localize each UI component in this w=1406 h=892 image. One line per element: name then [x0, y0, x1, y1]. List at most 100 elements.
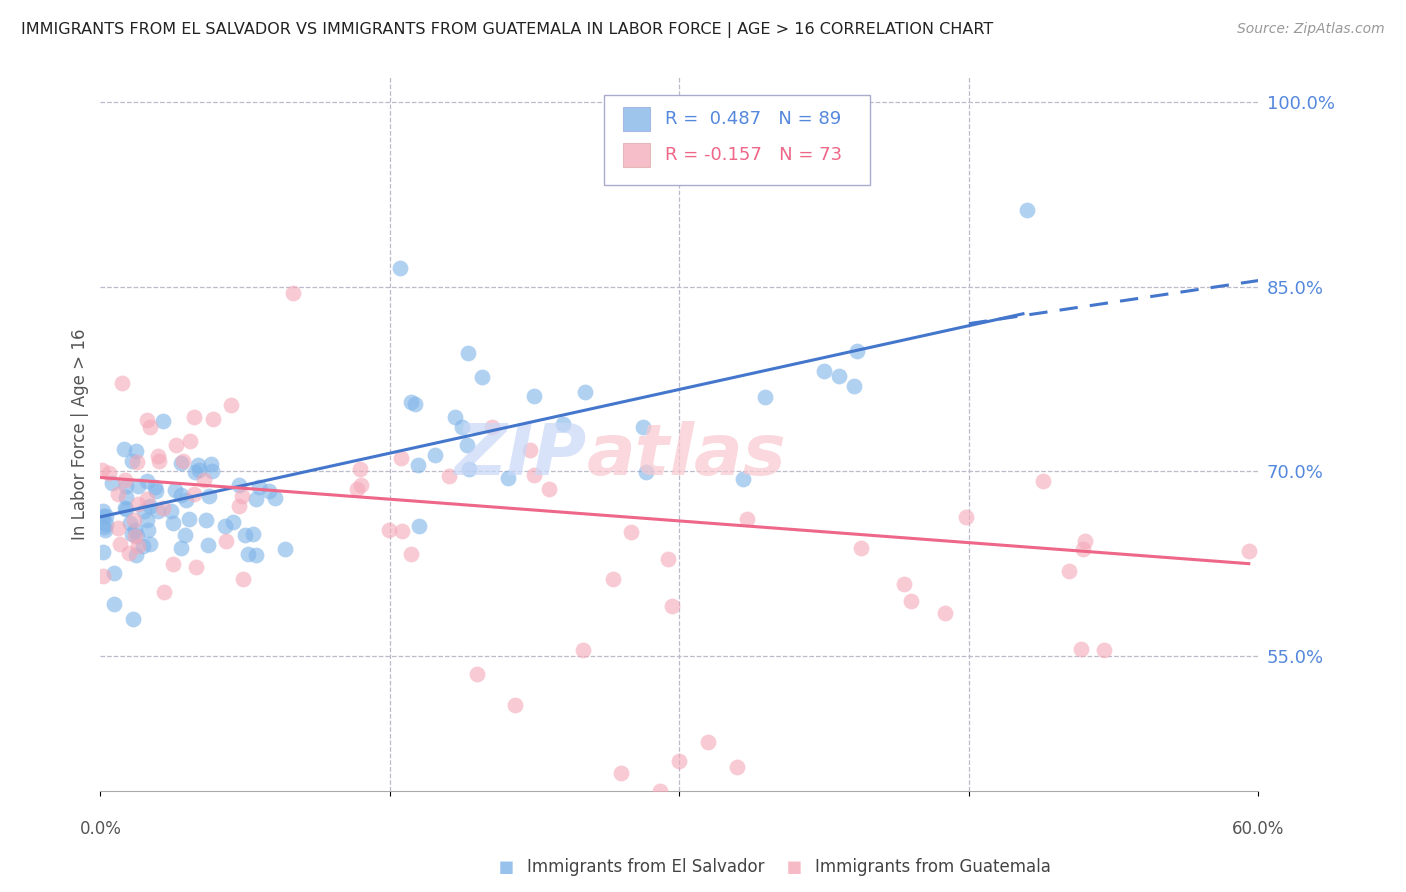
Point: [184, 465, 207, 479]
Text: ▪: ▪: [786, 855, 803, 879]
Point: [458, 462, 481, 476]
Point: [187, 458, 209, 472]
Point: [451, 420, 474, 434]
Point: [955, 510, 977, 524]
Point: [112, 442, 135, 456]
Point: [1073, 534, 1095, 549]
Point: [174, 528, 197, 542]
Point: [134, 503, 156, 517]
Point: [657, 552, 679, 566]
Point: [170, 456, 193, 470]
Point: [115, 501, 138, 516]
Point: [107, 486, 129, 500]
Point: [162, 557, 184, 571]
Point: [350, 477, 373, 491]
Point: [668, 754, 690, 768]
Point: [377, 523, 399, 537]
Point: [120, 516, 142, 530]
Point: [94, 516, 117, 531]
Point: [122, 512, 145, 526]
Point: [118, 546, 141, 560]
Point: [197, 538, 219, 552]
Point: [610, 766, 633, 780]
Point: [183, 487, 205, 501]
Point: [91, 508, 114, 523]
Point: [465, 667, 488, 681]
Point: [423, 448, 446, 462]
Point: [274, 541, 297, 556]
Point: [94, 523, 117, 537]
Point: [125, 444, 148, 458]
Point: [242, 526, 264, 541]
Point: [162, 516, 184, 530]
Point: [437, 469, 460, 483]
Point: [152, 414, 174, 428]
Point: [124, 529, 146, 543]
Point: [648, 784, 671, 798]
Point: [399, 395, 422, 409]
Point: [198, 489, 221, 503]
Point: [115, 490, 138, 504]
Text: R =  0.487   N = 89: R = 0.487 N = 89: [665, 110, 842, 128]
Point: [214, 519, 236, 533]
Point: [731, 472, 754, 486]
Point: [179, 511, 201, 525]
Y-axis label: In Labor Force | Age > 16: In Labor Force | Age > 16: [72, 328, 89, 541]
Point: [228, 499, 250, 513]
Point: [91, 569, 114, 583]
Point: [170, 488, 193, 502]
Point: [222, 515, 245, 529]
Point: [523, 389, 546, 403]
Point: [1057, 564, 1080, 578]
Point: [172, 453, 194, 467]
Point: [496, 471, 519, 485]
Point: [139, 499, 162, 513]
Point: [200, 457, 222, 471]
Point: [754, 390, 776, 404]
Point: [219, 398, 242, 412]
Point: [194, 513, 217, 527]
Text: Source: ZipAtlas.com: Source: ZipAtlas.com: [1237, 22, 1385, 37]
Point: [145, 483, 167, 498]
Point: [121, 526, 143, 541]
Point: [122, 612, 145, 626]
Point: [183, 410, 205, 425]
Point: [849, 541, 872, 555]
Point: [846, 343, 869, 358]
Point: [404, 397, 426, 411]
Point: [201, 464, 224, 478]
Text: IMMIGRANTS FROM EL SALVADOR VS IMMIGRANTS FROM GUATEMALA IN LABOR FORCE | AGE > : IMMIGRANTS FROM EL SALVADOR VS IMMIGRANT…: [21, 22, 994, 38]
Point: [152, 500, 174, 515]
Point: [174, 492, 197, 507]
FancyBboxPatch shape: [605, 95, 870, 185]
Point: [114, 501, 136, 516]
Point: [148, 449, 170, 463]
Point: [842, 379, 865, 393]
Point: [457, 346, 479, 360]
Point: [620, 525, 643, 540]
Point: [408, 519, 430, 533]
Point: [135, 491, 157, 506]
Point: [100, 476, 122, 491]
Point: [136, 413, 159, 427]
Point: [813, 364, 835, 378]
Point: [91, 503, 114, 517]
Point: [389, 451, 412, 466]
Point: [136, 523, 159, 537]
Point: [124, 523, 146, 537]
Point: [179, 434, 201, 449]
Point: [146, 504, 169, 518]
Point: [264, 491, 287, 506]
Point: [121, 454, 143, 468]
Point: [110, 537, 132, 551]
Point: [1070, 642, 1092, 657]
Point: [127, 479, 149, 493]
Point: [481, 419, 503, 434]
Point: [165, 483, 187, 498]
Point: [572, 643, 595, 657]
Point: [934, 606, 956, 620]
Point: [103, 597, 125, 611]
Point: [125, 529, 148, 543]
Point: [215, 533, 238, 548]
Point: [444, 409, 467, 424]
